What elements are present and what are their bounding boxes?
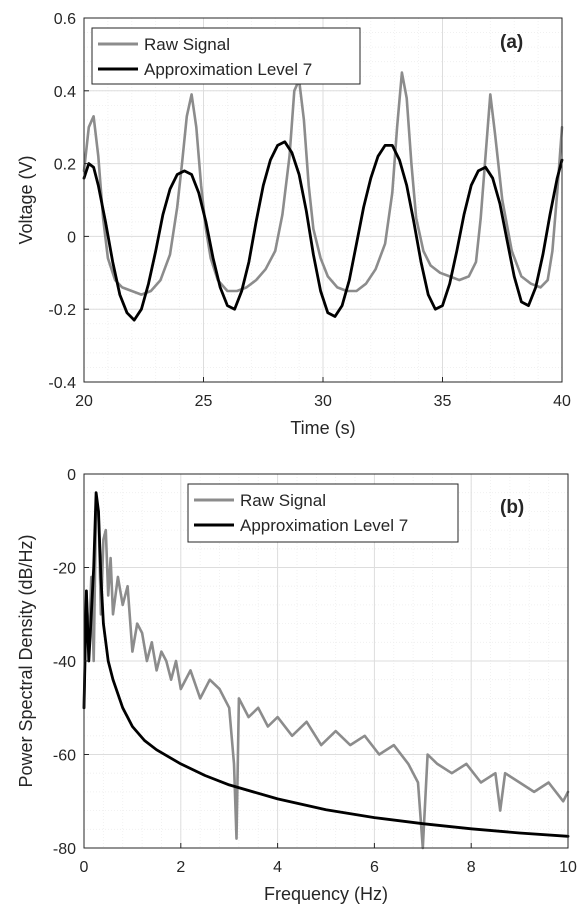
x-tick-label: 4 — [273, 859, 282, 876]
y-tick-label: -40 — [53, 654, 76, 671]
y-tick-label: 0.6 — [54, 11, 76, 28]
x-tick-label: 10 — [559, 859, 577, 876]
legend-box — [91, 27, 361, 85]
series-line-raw-signal — [82, 71, 564, 296]
legend-entry: Approximation Level 7 — [240, 516, 408, 535]
legend: Raw Signal Approximation Level 7 — [91, 27, 361, 85]
x-tick-label: 8 — [467, 859, 476, 876]
x-tick-label: 40 — [553, 393, 571, 410]
panel-0: 20 25 30 35 40 -0.4 -0.2 0 0.2 0.4 0.6 Time (s) Volt… — [16, 11, 571, 438]
x-tick-label: 35 — [434, 393, 452, 410]
legend-entry: Raw Signal — [144, 35, 230, 54]
panel-1: 0 2 4 6 8 10 -80 -60 -40 -20 0 Frequency (Hz) Power … — [16, 467, 577, 904]
x-axis-label: Time (s) — [290, 418, 355, 438]
y-tick-label: -80 — [53, 841, 76, 858]
x-tick-label: 30 — [314, 393, 332, 410]
y-tick-label: 0.2 — [54, 157, 76, 174]
x-tick-label: 20 — [75, 393, 93, 410]
series-line-approximation — [82, 140, 564, 322]
x-tick-label: 6 — [370, 859, 379, 876]
panel-label: (a) — [500, 32, 523, 53]
x-tick-label: 0 — [80, 859, 89, 876]
legend-entry: Approximation Level 7 — [144, 60, 312, 79]
x-tick-label: 2 — [176, 859, 185, 876]
panel-label: (b) — [500, 497, 524, 518]
y-tick-label: -60 — [53, 748, 76, 765]
y-tick-label: 0 — [67, 467, 76, 484]
x-tick-label: 25 — [195, 393, 213, 410]
y-tick-label: 0.4 — [54, 84, 76, 101]
series-line-raw-signal — [82, 500, 570, 850]
y-tick-label: -20 — [53, 561, 76, 578]
y-axis-label: Voltage (V) — [16, 155, 36, 244]
y-axis-label: Power Spectral Density (dB/Hz) — [16, 534, 36, 787]
series-line-approximation — [82, 491, 570, 838]
y-tick-label: -0.4 — [48, 375, 76, 392]
x-axis-label: Frequency (Hz) — [264, 884, 388, 904]
y-tick-label: -0.2 — [48, 302, 76, 319]
legend: Raw Signal Approximation Level 7 — [187, 483, 459, 543]
legend-box — [187, 483, 459, 543]
y-tick-label: 0 — [67, 229, 76, 246]
legend-entry: Raw Signal — [240, 491, 326, 510]
